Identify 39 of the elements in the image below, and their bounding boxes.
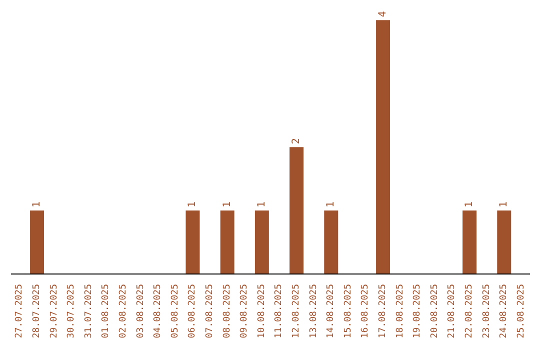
x-tick-label: 20.08.2025: [430, 284, 440, 338]
x-tick-label: 04.08.2025: [153, 284, 164, 338]
data-label: 4: [378, 11, 389, 18]
data-label: 1: [256, 202, 268, 208]
x-tick-label: 24.08.2025: [499, 284, 510, 338]
x-tick-label: 06.08.2025: [188, 284, 198, 338]
data-label: 1: [222, 202, 233, 208]
x-tick-label: 08.08.2025: [222, 284, 232, 338]
data-label: 1: [187, 202, 198, 208]
x-tick-label: 23.08.2025: [482, 284, 492, 338]
x-tick-label: 19.08.2025: [412, 284, 423, 338]
data-label: 1: [498, 202, 510, 208]
data-label: 1: [326, 202, 337, 208]
x-tick-label: 12.08.2025: [291, 284, 302, 338]
data-label: 1: [464, 202, 476, 208]
x-tick-label: 14.08.2025: [326, 284, 336, 338]
x-tick-label: 22.08.2025: [464, 284, 474, 338]
x-tick-label: 18.08.2025: [395, 284, 406, 338]
x-tick-label: 03.08.2025: [136, 284, 146, 338]
x-tick-label: 21.08.2025: [447, 284, 458, 338]
x-tick-label: 25.08.2025: [516, 284, 526, 338]
x-tick-label: 09.08.2025: [240, 284, 250, 338]
x-tick-label: 31.07.2025: [84, 284, 94, 338]
x-tick-label: 07.08.2025: [204, 284, 215, 338]
x-tick-label: 15.08.2025: [343, 284, 354, 338]
x-tick-label: 29.07.2025: [49, 284, 60, 338]
x-tick-label: 05.08.2025: [170, 284, 180, 338]
x-tick-label: 02.08.2025: [118, 284, 128, 338]
x-tick-label: 17.08.2025: [378, 284, 388, 338]
x-tick-label: 10.08.2025: [256, 284, 267, 338]
x-tick-label: 01.08.2025: [101, 284, 112, 338]
x-tick-label: 30.07.2025: [66, 284, 77, 338]
x-tick-label: 28.07.2025: [32, 284, 42, 338]
x-tick-label: 13.08.2025: [308, 284, 319, 338]
data-label: 2: [291, 138, 302, 144]
x-tick-label: 16.08.2025: [360, 284, 371, 338]
x-tick-label: 27.07.2025: [14, 284, 25, 338]
data-label: 1: [32, 202, 43, 208]
x-tick-label: 11.08.2025: [274, 284, 284, 338]
